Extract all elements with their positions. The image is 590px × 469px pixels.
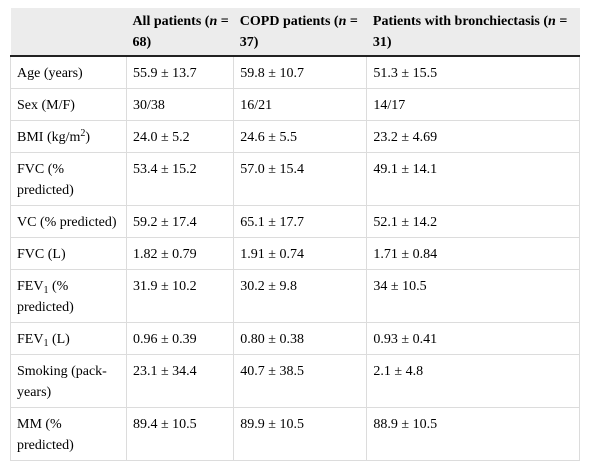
table-row: MM (% predicted) 89.4 ± 10.5 89.9 ± 10.5 88… (10, 407, 580, 461)
value-all-patients: 1.82 ± 0.79 (125, 237, 235, 270)
value-bronchiectasis-patients: 51.3 ± 15.5 (366, 55, 580, 89)
value-bronchiectasis-patients: 0.93 ± 0.41 (366, 322, 580, 355)
value-copd-patients: 0.80 ± 0.38 (233, 322, 368, 355)
table-row: FVC (L) 1.82 ± 0.79 1.91 ± 0.74 1.71 ± 0.84 (10, 237, 580, 270)
value-bronchiectasis-patients: 49.1 ± 14.1 (366, 152, 580, 206)
value-bronchiectasis-patients: 14/17 (366, 88, 580, 121)
value-all-patients: 0.96 ± 0.39 (125, 322, 235, 355)
value-bronchiectasis-patients: 52.1 ± 14.2 (366, 205, 580, 238)
patient-characteristics-table: All patients (n = 68) COPD patients (n =… (10, 8, 580, 461)
row-label: FVC (% predicted) (10, 152, 127, 206)
value-copd-patients: 59.8 ± 10.7 (233, 55, 368, 89)
value-bronchiectasis-patients: 1.71 ± 0.84 (366, 237, 580, 270)
value-copd-patients: 24.6 ± 5.5 (233, 120, 368, 153)
header-cell-all-patients: All patients (n = 68) (126, 8, 234, 57)
header-row: All patients (n = 68) COPD patients (n =… (10, 8, 580, 57)
row-label: FEV1 (% predicted) (10, 269, 127, 323)
row-label: Sex (M/F) (10, 88, 127, 121)
value-all-patients: 55.9 ± 13.7 (125, 55, 235, 89)
value-copd-patients: 65.1 ± 17.7 (233, 205, 368, 238)
row-label: Age (years) (10, 55, 127, 89)
table-row: Sex (M/F) 30/38 16/21 14/17 (10, 88, 580, 121)
value-bronchiectasis-patients: 34 ± 10.5 (366, 269, 580, 323)
row-label: FVC (L) (10, 237, 127, 270)
table-container: All patients (n = 68) COPD patients (n =… (10, 8, 580, 461)
header-cell-empty (10, 8, 127, 57)
value-all-patients: 30/38 (125, 88, 235, 121)
row-label: MM (% predicted) (10, 407, 127, 461)
row-label: VC (% predicted) (10, 205, 127, 238)
value-copd-patients: 16/21 (233, 88, 368, 121)
table-row: FEV1 (L) 0.96 ± 0.39 0.80 ± 0.38 0.93 ± 0.4… (10, 322, 580, 355)
value-all-patients: 89.4 ± 10.5 (125, 407, 235, 461)
value-copd-patients: 40.7 ± 38.5 (233, 354, 368, 408)
value-copd-patients: 1.91 ± 0.74 (233, 237, 368, 270)
table-row: BMI (kg/m2) 24.0 ± 5.2 24.6 ± 5.5 23.2 ± 4.… (10, 120, 580, 153)
row-label: FEV1 (L) (10, 322, 127, 355)
value-all-patients: 53.4 ± 15.2 (125, 152, 235, 206)
table-row: VC (% predicted) 59.2 ± 17.4 65.1 ± 17.7 52… (10, 205, 580, 238)
header-cell-bronchiectasis-patients: Patients with bronchiectasis (n = 31) (366, 8, 580, 57)
value-bronchiectasis-patients: 2.1 ± 4.8 (366, 354, 580, 408)
value-copd-patients: 57.0 ± 15.4 (233, 152, 368, 206)
table-row: FEV1 (% predicted) 31.9 ± 10.2 30.2 ± 9.8 3… (10, 269, 580, 323)
table-row: Smoking (pack-years) 23.1 ± 34.4 40.7 ± 38… (10, 354, 580, 408)
row-label: Smoking (pack-years) (10, 354, 127, 408)
table-row: Age (years) 55.9 ± 13.7 59.8 ± 10.7 51.3 ± … (10, 55, 580, 89)
value-copd-patients: 89.9 ± 10.5 (233, 407, 368, 461)
table-row: FVC (% predicted) 53.4 ± 15.2 57.0 ± 15.4 4… (10, 152, 580, 206)
value-bronchiectasis-patients: 88.9 ± 10.5 (366, 407, 580, 461)
value-all-patients: 23.1 ± 34.4 (125, 354, 235, 408)
value-bronchiectasis-patients: 23.2 ± 4.69 (366, 120, 580, 153)
header-cell-copd-patients: COPD patients (n = 37) (233, 8, 367, 57)
value-copd-patients: 30.2 ± 9.8 (233, 269, 368, 323)
value-all-patients: 31.9 ± 10.2 (125, 269, 235, 323)
value-all-patients: 24.0 ± 5.2 (125, 120, 235, 153)
row-label: BMI (kg/m2) (10, 120, 127, 153)
value-all-patients: 59.2 ± 17.4 (125, 205, 235, 238)
